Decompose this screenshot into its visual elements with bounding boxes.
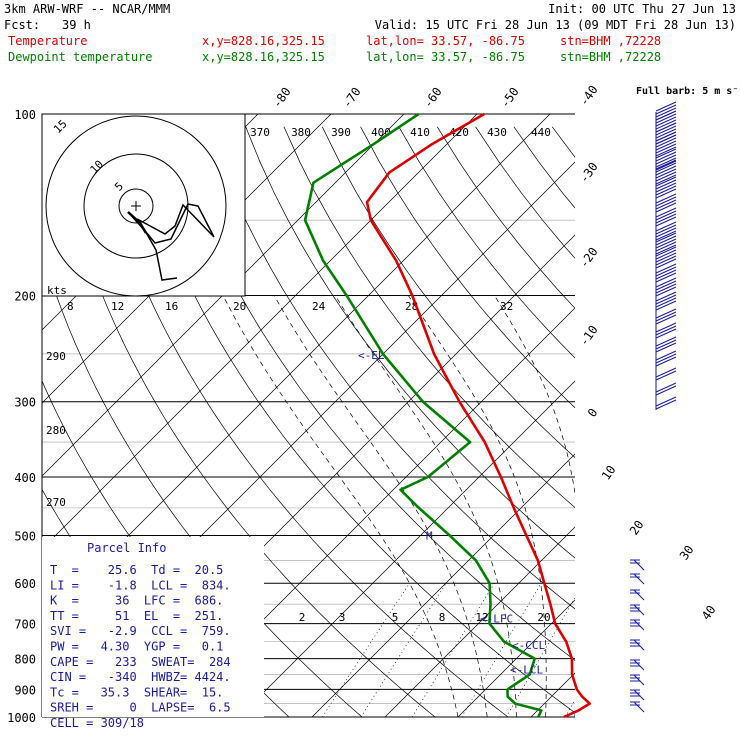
pressure-label-500: 500 [14, 529, 36, 543]
pressure-label-400: 400 [14, 471, 36, 485]
parcel-info-row: SREH = 0 LAPSE= 6.5 [50, 701, 231, 715]
level-m: M [426, 529, 433, 542]
forecast-hours: 39 h [62, 18, 91, 32]
mixing-ratio-label-5: 5 [392, 611, 399, 624]
isentrope-label-430: 430 [487, 126, 507, 139]
pressure-label-700: 700 [14, 618, 36, 632]
isotherm-label--10: -10 [577, 323, 601, 349]
isotherm-label--20: -20 [577, 245, 601, 271]
isentrope-label-390: 390 [331, 126, 351, 139]
level-el: <-EL [358, 349, 385, 362]
isotherm-label-10: 10 [599, 463, 619, 483]
isentrope-label-410: 410 [410, 126, 430, 139]
parcel-info-row: Tc = 35.3 SHEAR= 15. [50, 685, 223, 699]
dewpoint-xy: x,y=828.16,325.15 [202, 50, 325, 64]
isotherm-label-0: 0 [585, 406, 601, 420]
pressure-label-800: 800 [14, 653, 36, 667]
parcel-info-row: T = 25.6 Td = 20.5 [50, 563, 223, 577]
isotherm-label--40: -40 [577, 83, 601, 109]
kts-8: 8 [67, 300, 74, 313]
dewpoint-latlon: lat,lon= 33.57, -86.75 [366, 50, 525, 64]
isotherm-label-20: 20 [627, 518, 647, 538]
init-time: Init: 00 UTC Thu 27 Jun 13 [548, 2, 736, 16]
mixing-ratio-label-12: 12 [475, 611, 488, 624]
pressure-label-200: 200 [14, 290, 36, 304]
parcel-info-row: CAPE = 233 SWEAT= 284 [50, 655, 231, 669]
isentrope-label-400: 400 [371, 126, 391, 139]
parcel-info-row: PW = 4.30 YGP = 0.1 [50, 640, 223, 654]
kts-24: 24 [312, 300, 326, 313]
kts-16: 16 [165, 300, 178, 313]
dewpoint-trace [303, 112, 543, 718]
parcel-info-row: K = 36 LFC = 686. [50, 594, 223, 608]
pressure-label-300: 300 [14, 396, 36, 410]
kts-20: 20 [233, 300, 246, 313]
isotherm-label-30: 30 [677, 543, 697, 563]
isotherm-label--50: -50 [498, 85, 522, 111]
mixing-ratio-label-3: 3 [339, 611, 346, 624]
isentrope-label-380: 380 [291, 126, 311, 139]
temperature-station: stn=BHM ,72228 [560, 34, 661, 48]
left-theta-label-280: 280 [46, 424, 66, 437]
parcel-info-row: CIN = -340 HWBZ= 4424. [50, 670, 231, 684]
isentrope-label-370: 370 [250, 126, 270, 139]
isotherm-label-40: 40 [699, 603, 719, 623]
isentrope-label-420: 420 [449, 126, 469, 139]
model-title: 3km ARW-WRF -- NCAR/MMM [4, 2, 170, 16]
header: 3km ARW-WRF -- NCAR/MMM Init: 00 UTC Thu… [4, 2, 736, 64]
temperature-xy: x,y=828.16,325.15 [202, 34, 325, 48]
left-theta-label-290: 290 [46, 350, 66, 363]
pressure-label-100: 100 [14, 108, 36, 122]
parcel-info-panel: Parcel Info T = 25.6 Td = 20.5LI = -1.8 … [42, 537, 264, 730]
isotherm-label--30: -30 [577, 160, 601, 186]
kts-12: 12 [111, 300, 124, 313]
level-annotations: <-EL M <-LFC <-CCL <-LCL [358, 349, 545, 676]
parcel-info-row: SVI = -2.9 CCL = 759. [50, 624, 231, 638]
pressure-label-1000: 1000 [7, 711, 36, 725]
level-ccl: <-CCL [512, 639, 545, 652]
dewpoint-station: stn=BHM ,72228 [560, 50, 661, 64]
pressure-label-900: 900 [14, 683, 36, 697]
level-lcl: <-LCL [510, 663, 543, 676]
dewpoint-legend: Dewpoint temperature [8, 50, 153, 64]
isotherm-label--60: -60 [421, 85, 445, 111]
parcel-info-row: LI = -1.8 LCL = 834. [50, 578, 231, 592]
hodograph: 15 10 5 [41, 113, 246, 297]
level-lfc: <-LFC [480, 612, 513, 625]
mixing-ratio-label-20: 20 [537, 611, 550, 624]
parcel-info-title: Parcel Info [87, 541, 166, 555]
forecast-label: Fcst: [4, 18, 40, 32]
sounding-traces [303, 112, 592, 719]
kts-scale: kts 8 12 16 20 24 28 32 [47, 284, 513, 313]
kts-label: kts [47, 284, 67, 297]
isotherm-label--80: -80 [270, 85, 294, 111]
temperature-latlon: lat,lon= 33.57, -86.75 [366, 34, 525, 48]
barb-legend: Full barb: 5 m s⁻¹ [636, 86, 740, 97]
temperature-legend: Temperature [8, 34, 87, 48]
kts-32: 32 [500, 300, 513, 313]
parcel-info-row: CELL = 309/18 [50, 716, 144, 730]
wind-barbs: Full barb: 5 m s⁻¹ [630, 86, 740, 713]
left-theta-label-270: 270 [46, 496, 66, 509]
pressure-label-600: 600 [14, 577, 36, 591]
mixing-ratio-label-8: 8 [439, 611, 446, 624]
mixing-ratio-label-2: 2 [299, 611, 306, 624]
temperature-trace [365, 112, 592, 719]
isotherm-label--70: -70 [340, 85, 364, 111]
parcel-info-row: TT = 51 EL = 251. [50, 609, 223, 623]
isentrope-label-440: 440 [531, 126, 551, 139]
valid-time: Valid: 15 UTC Fri 28 Jun 13 (09 MDT Fri … [375, 18, 736, 32]
